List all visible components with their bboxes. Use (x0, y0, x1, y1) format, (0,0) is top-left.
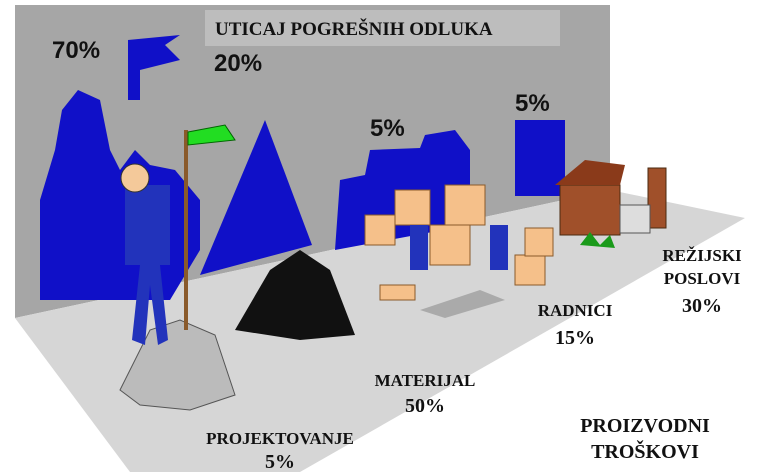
cost-name: PROJEKTOVANJE (206, 429, 354, 448)
box (444, 184, 486, 226)
title-box (205, 10, 560, 46)
chimney (647, 167, 667, 229)
coal-pile (235, 250, 355, 340)
cost-name: REŽIJSKI (662, 246, 742, 265)
flag-silhouette (128, 35, 180, 100)
impact-label: 20% (214, 50, 262, 77)
flag-pole (184, 130, 188, 330)
cost-share: 30% (682, 295, 722, 317)
rock (119, 319, 236, 411)
man (125, 185, 170, 265)
house (559, 184, 621, 236)
cost-name: RADNICI (538, 301, 613, 320)
cost-share: 15% (555, 327, 595, 349)
worker (410, 225, 428, 270)
box (379, 284, 416, 301)
cost-name: POSLOVI (664, 269, 741, 288)
title: UTICAJ POGREŠNIH ODLUKA (215, 18, 493, 40)
box (364, 214, 396, 246)
flag (187, 124, 236, 146)
box (514, 254, 546, 286)
garage (619, 204, 651, 234)
worker (490, 225, 508, 270)
silhouette-material (200, 120, 312, 275)
box (394, 189, 431, 226)
bushes (580, 232, 615, 248)
box (429, 224, 471, 266)
silhouette-overhead (515, 120, 565, 196)
impact-label: 5% (515, 90, 550, 117)
caption: TROŠKOVI (591, 439, 699, 463)
caption: PROIZVODNI (580, 415, 710, 437)
cost-share: 5% (265, 451, 295, 472)
man-head (120, 163, 150, 193)
box (524, 227, 554, 257)
cost-name: MATERIJAL (375, 371, 476, 390)
cost-share: 50% (405, 395, 445, 417)
man-legs (132, 265, 168, 345)
impact-label: 5% (370, 115, 405, 142)
slab (420, 290, 505, 318)
roof (555, 160, 625, 185)
impact-label: 70% (52, 37, 100, 64)
